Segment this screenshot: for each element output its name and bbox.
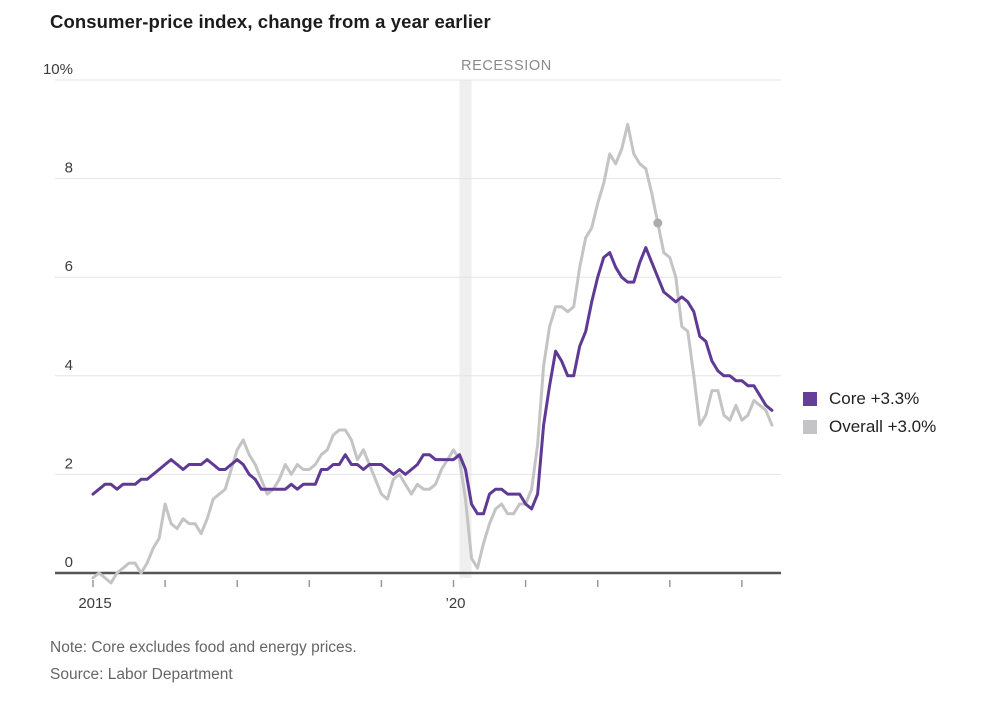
chart-legend: Core +3.3% Overall +3.0% — [803, 385, 936, 441]
series-line-overall — [91, 122, 774, 585]
y-axis-label: 10% — [43, 61, 73, 78]
x-axis-label: ’20 — [445, 595, 465, 612]
y-axis-label: 8 — [65, 160, 73, 177]
chart-source: Source: Labor Department — [50, 666, 233, 683]
legend-item-overall: Overall +3.0% — [803, 413, 936, 441]
recession-label: RECESSION — [461, 58, 552, 74]
legend-item-core: Core +3.3% — [803, 385, 936, 413]
chart-footnote: Note: Core excludes food and energy pric… — [50, 634, 357, 688]
overall-marker-dot — [653, 218, 663, 228]
x-axis-label: 2015 — [78, 595, 111, 612]
series-line-core — [91, 246, 774, 516]
overall-swatch-icon — [803, 420, 817, 434]
recession-band — [459, 80, 472, 578]
y-axis-label: 0 — [65, 554, 73, 571]
chart-title: Consumer-price index, change from a year… — [50, 11, 491, 32]
y-axis-label: 4 — [65, 357, 73, 374]
y-axis-label: 2 — [65, 455, 73, 472]
legend-overall-label: Overall +3.0% — [829, 417, 937, 436]
legend-core-label: Core +3.3% — [829, 389, 920, 408]
chart-note: Note: Core excludes food and energy pric… — [50, 639, 357, 656]
y-axis-label: 6 — [65, 258, 73, 275]
core-swatch-icon — [803, 392, 817, 406]
